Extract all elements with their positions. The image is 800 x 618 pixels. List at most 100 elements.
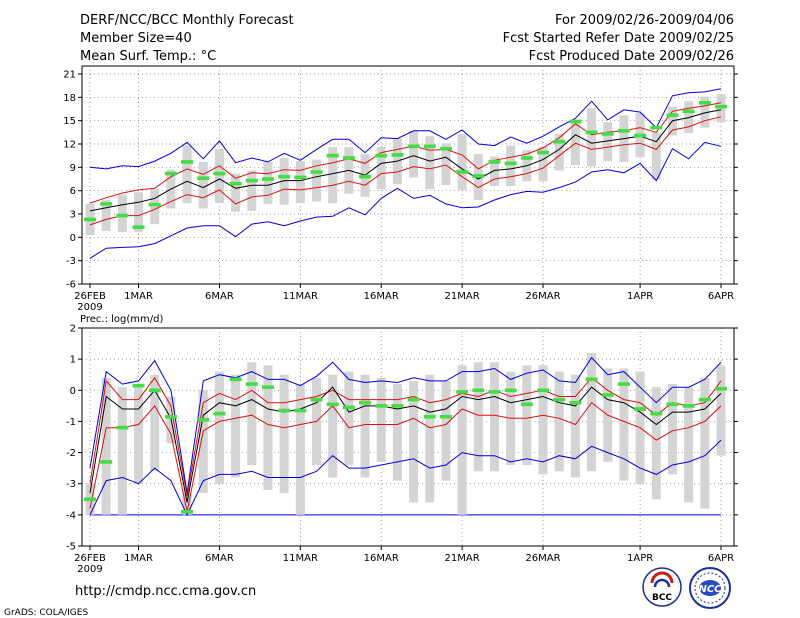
median-marker <box>650 125 663 130</box>
x-tick-label: 6MAR <box>205 553 234 564</box>
median-marker <box>520 156 533 160</box>
y-tick-label: 12 <box>63 140 76 151</box>
ensemble-box <box>489 362 499 472</box>
y-tick-label: 6 <box>70 186 76 197</box>
median-marker <box>715 104 727 109</box>
median-marker <box>488 160 501 164</box>
x-tick-label: 11MAR <box>283 291 318 302</box>
ensemble-box <box>312 159 322 202</box>
median-marker <box>472 388 485 393</box>
median-marker <box>553 397 566 402</box>
ensemble-box <box>522 365 532 466</box>
median-marker <box>407 397 420 402</box>
series-min <box>89 141 722 259</box>
median-marker <box>132 383 145 388</box>
ensemble-box <box>473 362 483 472</box>
median-marker <box>261 385 274 389</box>
ensemble-box <box>231 374 241 478</box>
median-marker <box>278 408 291 413</box>
y-tick-label: 9 <box>70 163 76 174</box>
source-url[interactable]: http://cmdp.ncc.cma.gov.cn <box>75 584 256 599</box>
ensemble-box <box>247 170 257 211</box>
median-marker <box>245 382 258 386</box>
median-marker <box>213 171 226 176</box>
precipitation-panel: -5 -4 -3 -2 -1 0 1 2 26FEB 1MAR 6MAR 11MAR 16MAR 21MA… <box>66 324 738 575</box>
median-marker <box>601 132 614 136</box>
ensemble-box <box>441 380 451 481</box>
median-marker <box>488 390 501 394</box>
median-marker <box>585 130 598 135</box>
series-mean-minus-sd <box>89 401 722 512</box>
bcc-logo-icon: BCC <box>642 567 682 607</box>
ensemble-box <box>684 387 694 503</box>
precip-variable-label: Prec.: log(mm/d) <box>80 314 163 325</box>
median-marker <box>116 425 129 430</box>
y-tick-label: -3 <box>66 479 76 490</box>
median-marker <box>585 377 598 382</box>
ensemble-box <box>489 156 499 186</box>
ensemble-box <box>587 352 597 472</box>
ensemble-box <box>150 189 160 225</box>
bcc-logo-text: BCC <box>652 593 672 603</box>
x-tick-label: 26MAR <box>525 553 560 564</box>
y-tick-label: -2 <box>66 448 76 459</box>
median-marker <box>666 113 679 118</box>
ensemble-box <box>700 96 710 128</box>
ensemble-box <box>376 377 386 462</box>
median-marker <box>148 388 161 393</box>
y-tick-label: 1 <box>70 355 76 366</box>
ensemble-box <box>117 387 127 515</box>
ensemble-box <box>344 371 354 466</box>
y-tick-label: -6 <box>66 280 76 291</box>
ensemble-box <box>425 374 435 503</box>
ensemble-box <box>134 192 144 232</box>
median-marker <box>294 408 307 413</box>
median-marker <box>391 153 404 157</box>
x-tick-label: 6MAR <box>205 291 234 302</box>
ensemble-box <box>554 133 564 171</box>
median-marker <box>326 153 339 158</box>
ensemble-box <box>700 377 710 509</box>
median-marker <box>439 146 452 151</box>
y-tick-label: -4 <box>66 510 76 521</box>
grads-credit: GrADS: COLA/IGES <box>4 608 88 618</box>
ensemble-box <box>360 374 370 478</box>
plot-frame <box>81 327 735 547</box>
fcst-started-date: Fcst Started Refer Date 2009/02/25 <box>503 31 734 46</box>
median-marker <box>310 397 323 402</box>
ensemble-box <box>392 384 402 481</box>
median-marker <box>520 402 533 407</box>
median-marker <box>278 174 291 179</box>
median-marker <box>423 414 436 419</box>
forecast-period: For 2009/02/26-2009/04/06 <box>555 13 734 28</box>
ensemble-box <box>134 384 144 484</box>
median-marker <box>148 202 161 207</box>
ensemble-box <box>506 145 516 186</box>
median-marker <box>472 174 485 178</box>
median-marker <box>537 150 550 155</box>
ensemble-box <box>716 365 726 456</box>
member-size-label: Member Size=40 <box>80 31 192 46</box>
ensemble-box <box>328 147 338 204</box>
median-marker <box>359 400 372 405</box>
median-marker <box>197 418 210 422</box>
x-year-label: 2009 <box>77 302 102 313</box>
ensemble-box <box>101 377 111 515</box>
median-marker <box>423 144 436 149</box>
median-marker <box>456 170 469 174</box>
ensemble-box <box>231 173 241 212</box>
y-tick-label: -3 <box>66 256 76 267</box>
temperature-panel: -6 -3 0 3 6 9 12 15 18 21 26FEB 1MAR 6MAR 11MAR 16MAR 2… <box>63 65 738 313</box>
median-marker <box>456 390 469 394</box>
y-tick-label: 21 <box>63 70 76 81</box>
ensemble-box <box>279 374 289 494</box>
median-marker <box>342 405 355 410</box>
median-marker <box>84 497 96 502</box>
ensemble-box <box>554 371 564 472</box>
series-mean <box>89 386 722 503</box>
median-marker <box>553 139 566 144</box>
median-marker <box>715 386 727 391</box>
median-marker <box>698 397 711 402</box>
ensemble-box <box>198 161 208 209</box>
